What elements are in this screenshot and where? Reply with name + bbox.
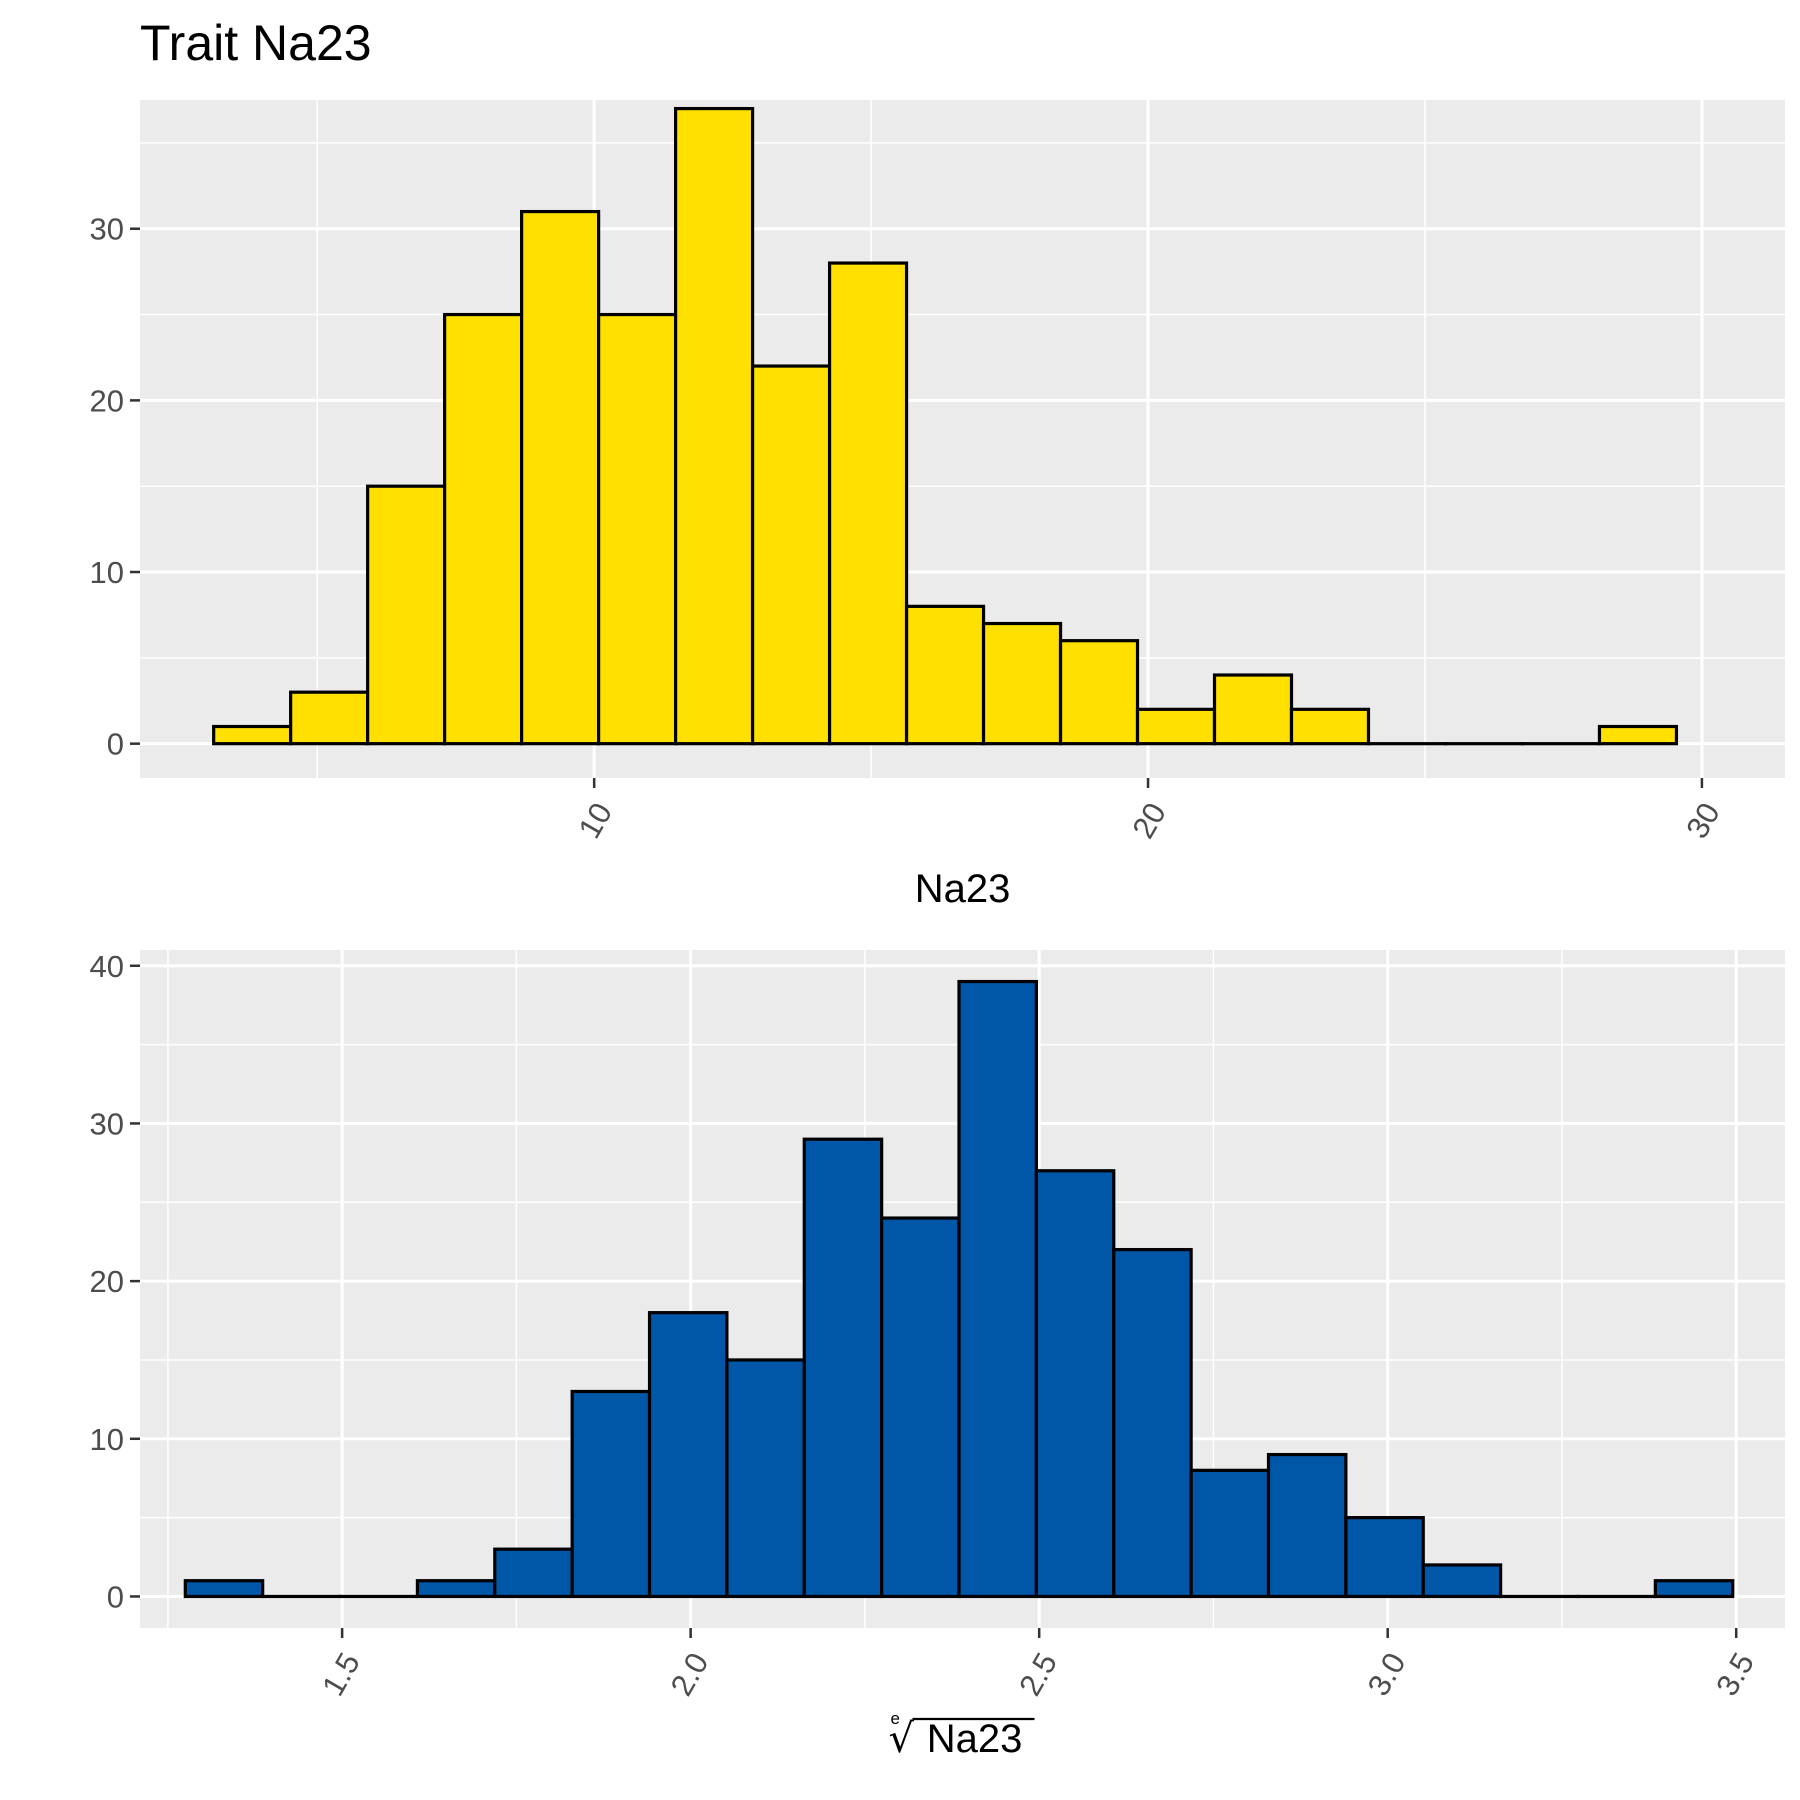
histogram-bar: [289, 690, 370, 746]
histogram-bar: [520, 209, 601, 746]
histogram-bar: [827, 261, 909, 746]
histogram-bar: [1135, 707, 1217, 746]
histogram-bar: [212, 724, 293, 746]
histogram-bar: [673, 106, 755, 746]
histogram-bar: [1344, 1516, 1425, 1599]
x-tick-label: 10: [571, 797, 619, 844]
histogram-bar: [750, 364, 832, 746]
y-tick-label: 30: [90, 1106, 124, 1141]
x-tick-label: 1.5: [315, 1647, 367, 1702]
chart-title: Trait Na23: [140, 15, 372, 71]
root-index: e: [891, 1709, 900, 1728]
y-tick-label: 10: [90, 1422, 124, 1457]
y-tick-label: 20: [90, 1264, 124, 1299]
root-sign: √: [889, 1716, 915, 1762]
histogram-bar: [802, 1137, 884, 1599]
y-tick-label: 0: [107, 1579, 124, 1614]
y-tick-label: 20: [90, 383, 124, 418]
histogram-bar: [1189, 1468, 1271, 1599]
histogram-bar: [880, 1216, 961, 1599]
histogram-bar: [904, 604, 986, 746]
histogram-bar: [1597, 724, 1679, 746]
histogram-bar: [443, 312, 524, 746]
histogram-bar: [1421, 1563, 1503, 1599]
histogram-bar: [1058, 639, 1140, 746]
x-axis-title-root: Na23 √e: [889, 1709, 1035, 1762]
y-tick-label: 40: [90, 949, 124, 984]
histogram-bar: [1112, 1247, 1193, 1599]
y-tick-label: 10: [90, 555, 124, 590]
histogram-bar: [1289, 707, 1371, 746]
x-tick-label: 3.5: [1709, 1647, 1761, 1702]
histogram-bar: [493, 1547, 574, 1599]
histogram-bar: [981, 621, 1063, 746]
histogram-bar: [597, 312, 678, 746]
histogram-bar: [725, 1358, 806, 1599]
histogram-bar: [1266, 1452, 1348, 1599]
histogram-bar: [366, 484, 447, 746]
histogram-bar: [570, 1389, 652, 1599]
histogram-bar: [957, 979, 1038, 1599]
x-tick-label: 2.0: [664, 1647, 716, 1702]
histogram-bar: [183, 1579, 265, 1599]
histogram-bar: [1034, 1169, 1116, 1599]
histogram-bar: [415, 1579, 497, 1599]
x-tick-label: 20: [1125, 797, 1173, 844]
x-axis-title: Na23: [915, 867, 1011, 911]
y-tick-label: 30: [90, 212, 124, 247]
x-tick-label: 30: [1679, 797, 1727, 844]
bottom-histogram-root-na23: 0 10 20 30 40 1.5 2.0 2.5 3.0 3.5 Na23 √e: [90, 949, 1785, 1762]
x-tick-label: 2.5: [1012, 1647, 1064, 1702]
top-histogram-na23: 0 10 20 30 10 20 30 Na23: [90, 100, 1785, 911]
y-tick-label: 0: [107, 727, 124, 762]
histogram-bar: [647, 1311, 729, 1599]
histogram-bar: [1653, 1579, 1735, 1599]
x-axis-title-radicand: Na23: [927, 1717, 1023, 1761]
histogram-bar: [1212, 673, 1294, 746]
x-tick-label: 3.0: [1361, 1647, 1413, 1702]
